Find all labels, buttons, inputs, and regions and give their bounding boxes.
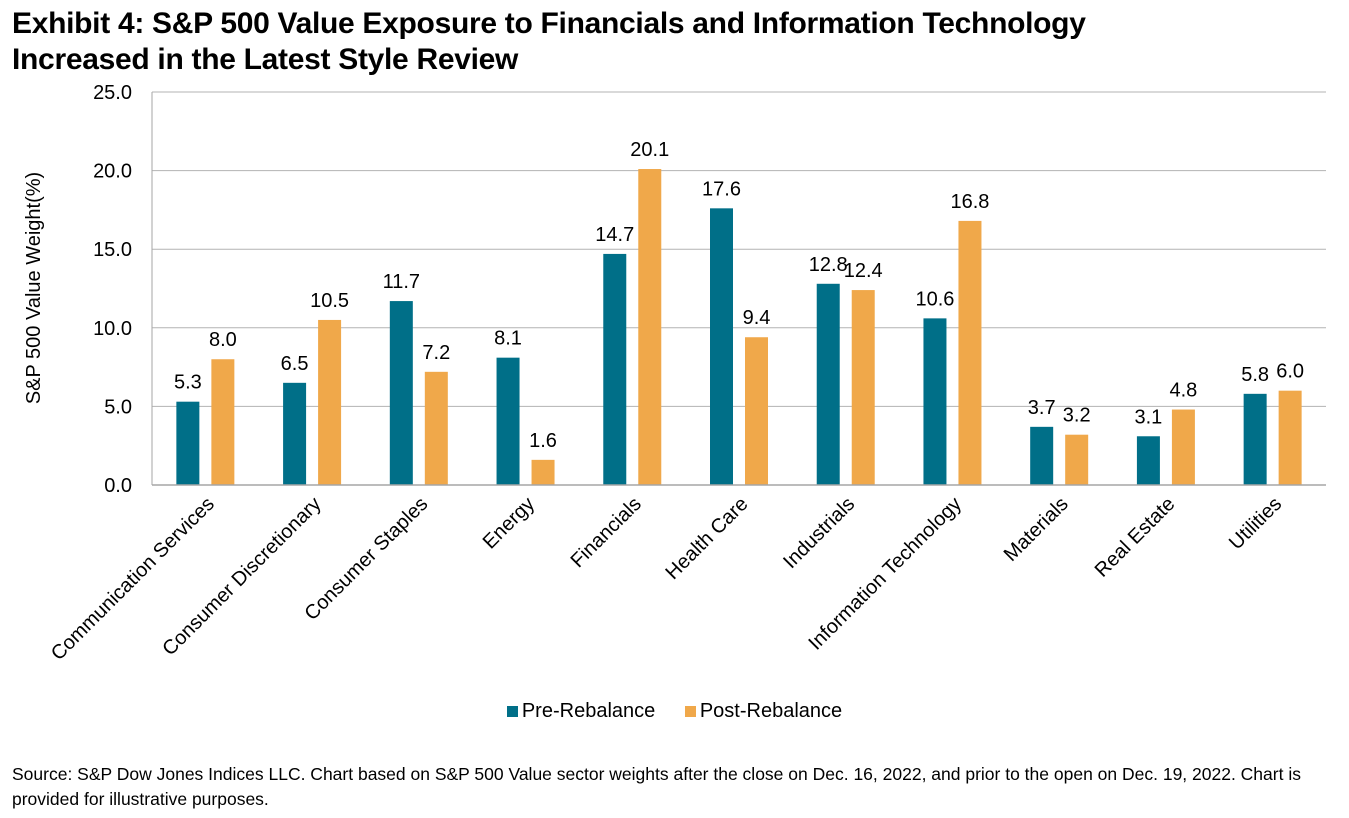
data-label: 4.8: [1170, 380, 1198, 402]
legend-label-post-rebalance: Post-Rebalance: [699, 700, 843, 722]
data-label: 10.5: [310, 290, 349, 312]
bar-post-rebalance: [1171, 409, 1195, 485]
source-note: Source: S&P Dow Jones Indices LLC. Chart…: [12, 764, 1301, 809]
data-labels: 5.3 6.5 11.7 8.1 14.7 17.6 12.8 10.6 3.7 3.1 5.8 8.…: [174, 139, 1304, 452]
bars: [176, 169, 1302, 486]
bar-pre-rebalance: [1136, 436, 1160, 485]
data-label: 3.7: [1028, 397, 1056, 419]
data-label: 12.8: [809, 254, 848, 276]
data-label: 5.8: [1241, 364, 1269, 386]
bar-post-rebalance: [318, 319, 342, 485]
data-label: 3.2: [1063, 405, 1091, 427]
data-label: 6.0: [1276, 361, 1304, 383]
x-tick-label: Financials: [567, 493, 646, 572]
bar-pre-rebalance: [283, 382, 307, 485]
bar-post-rebalance: [424, 371, 448, 485]
legend-item-post-rebalance: Post-Rebalance: [684, 700, 843, 723]
bar-pre-rebalance: [1030, 426, 1054, 485]
legend-swatch-pre-rebalance: [506, 706, 518, 717]
data-label: 5.3: [174, 372, 202, 394]
data-label: 9.4: [743, 307, 771, 329]
data-label: 6.5: [281, 353, 309, 375]
x-tick-label: Utilities: [1225, 493, 1286, 554]
bar-post-rebalance: [745, 337, 768, 485]
data-label: 8.1: [494, 328, 522, 350]
data-label: 16.8: [950, 191, 989, 213]
y-tick-label: 0.0: [104, 475, 132, 497]
bar-pre-rebalance: [923, 318, 947, 485]
x-tick-label: Materials: [1000, 493, 1073, 566]
bar-post-rebalance: [638, 169, 662, 485]
data-label: 11.7: [383, 271, 420, 293]
bar-pre-rebalance: [1243, 393, 1267, 485]
data-label: 12.4: [844, 260, 883, 282]
chart-title-line-1: Exhibit 4: S&P 500 Value Exposure to Fin…: [12, 7, 1086, 40]
bar-pre-rebalance: [389, 301, 413, 485]
bar-pre-rebalance: [603, 253, 627, 485]
chart-title-line-2: Increased in the Latest Style Review: [12, 43, 519, 76]
data-label: 3.1: [1135, 406, 1163, 428]
legend-label-pre-rebalance: Pre-Rebalance: [521, 700, 656, 722]
bar-post-rebalance: [851, 290, 875, 485]
data-label: 1.6: [529, 430, 557, 452]
data-label: 20.1: [630, 139, 669, 161]
y-axis-label: S&P 500 Value Weight(%): [23, 172, 45, 404]
y-tick-label: 25.0: [93, 82, 132, 104]
x-tick-label: Health Care: [662, 493, 753, 584]
bar-post-rebalance: [1065, 434, 1089, 485]
data-label: 10.6: [915, 288, 954, 310]
bar-pre-rebalance: [176, 401, 200, 485]
y-tick-label: 10.0: [93, 318, 132, 340]
x-tick-label: Industrials: [779, 493, 859, 573]
y-tick-label: 20.0: [93, 161, 132, 183]
y-axis-ticks: 0.0 5.0 10.0 15.0 20.0 25.0: [93, 82, 132, 497]
bar-post-rebalance: [958, 220, 982, 486]
legend: Pre-Rebalance Post-Rebalance: [0, 700, 1349, 723]
data-label: 7.2: [422, 342, 450, 364]
x-tick-label: Real Estate: [1091, 493, 1180, 582]
bar-chart: 0.0 5.0 10.0 15.0 20.0 25.0 S&P 500 Value Wei…: [23, 82, 1326, 665]
bar-post-rebalance: [1278, 390, 1302, 485]
bar-pre-rebalance: [710, 208, 733, 485]
legend-item-pre-rebalance: Pre-Rebalance: [506, 700, 656, 723]
y-tick-label: 5.0: [104, 396, 132, 418]
bar-post-rebalance: [211, 359, 235, 485]
bar-pre-rebalance: [816, 283, 840, 485]
data-label: 17.6: [702, 178, 741, 200]
y-tick-label: 15.0: [93, 239, 132, 261]
gridlines: [152, 91, 1326, 407]
x-tick-label: Energy: [479, 493, 539, 553]
data-label: 8.0: [209, 329, 237, 351]
data-label: 14.7: [595, 224, 634, 246]
bar-pre-rebalance: [496, 357, 520, 485]
legend-swatch-post-rebalance: [684, 706, 696, 717]
chart-title: Exhibit 4: S&P 500 Value Exposure to Fin…: [12, 6, 1086, 78]
bar-post-rebalance: [531, 459, 555, 485]
